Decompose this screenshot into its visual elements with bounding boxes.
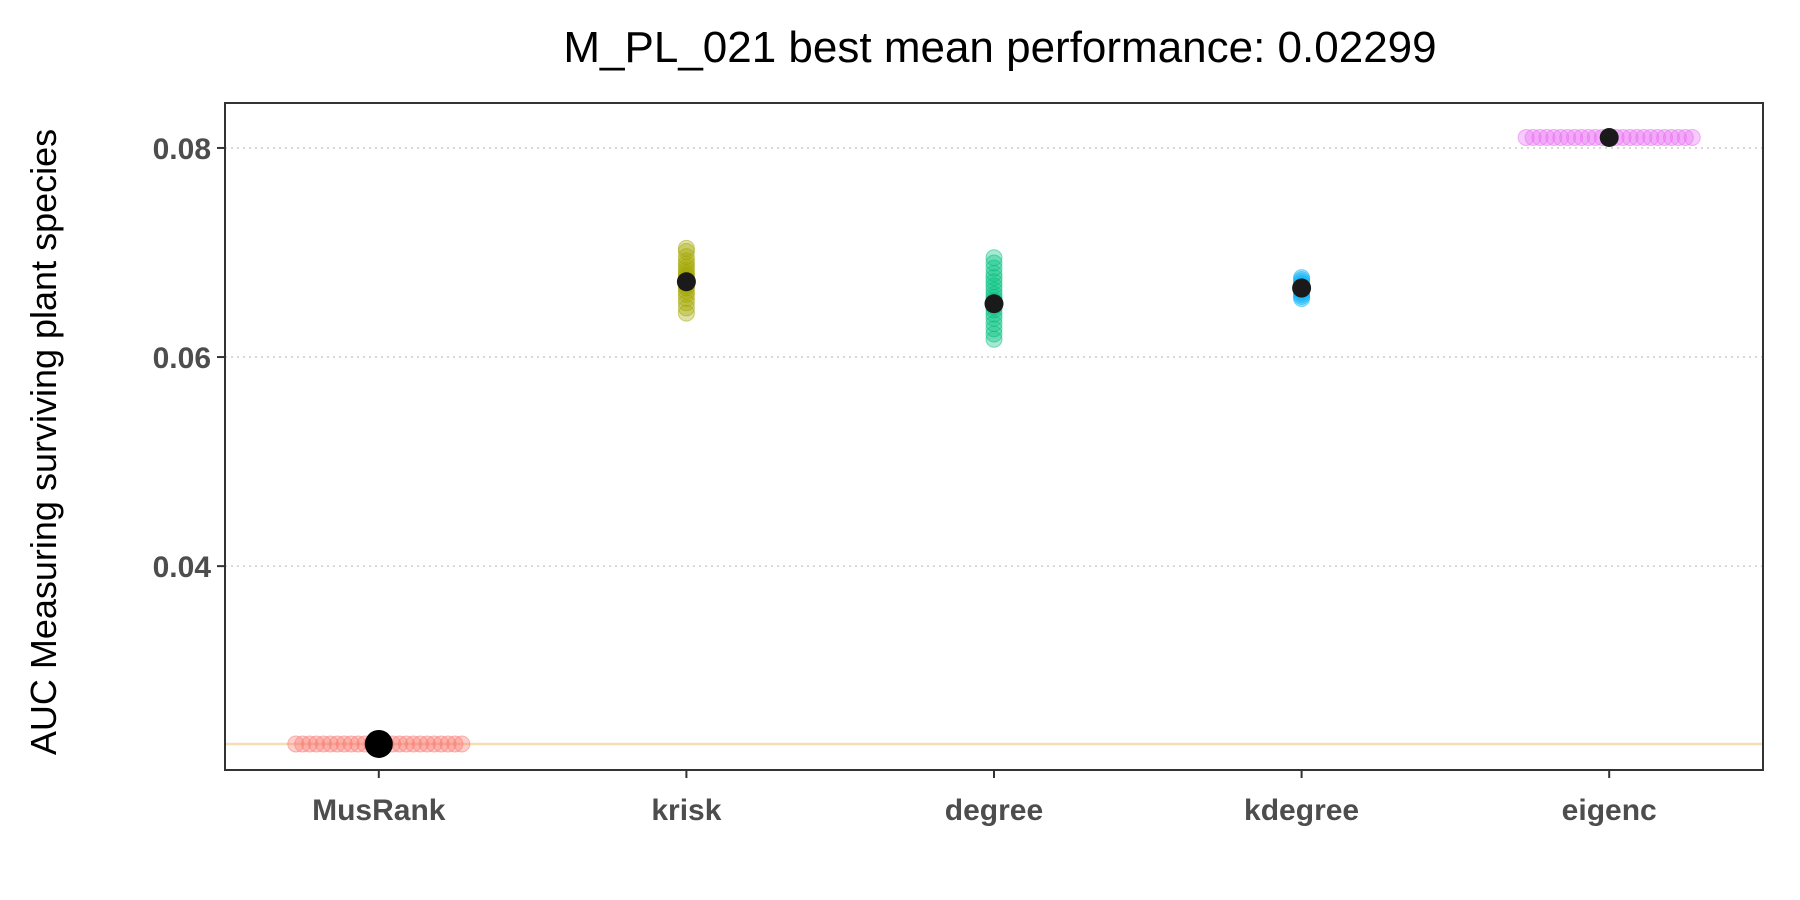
data-point — [1642, 129, 1660, 146]
data-point — [1621, 129, 1639, 146]
x-tick-label: degree — [945, 794, 1043, 827]
data-point — [985, 315, 1003, 333]
data-point — [446, 735, 464, 753]
data-point — [1669, 129, 1687, 146]
data-point — [411, 735, 429, 753]
plot-border — [224, 102, 1764, 771]
data-point — [1628, 129, 1646, 146]
y-axis: 0.04 0.06 0.08 — [153, 133, 225, 584]
data-point — [1676, 129, 1694, 146]
points-layer — [287, 129, 1701, 753]
means-layer — [364, 128, 1619, 758]
data-point — [321, 735, 339, 753]
data-point — [985, 249, 1003, 267]
data-point — [1517, 129, 1535, 146]
data-point — [404, 735, 422, 753]
data-point — [425, 735, 443, 753]
x-tick-label: MusRank — [312, 794, 446, 827]
mean-point — [984, 294, 1004, 314]
y-tick-label: 0.08 — [153, 133, 211, 166]
x-tick-label: krisk — [651, 794, 721, 827]
chart-title: M_PL_021 best mean performance: 0.02299 — [563, 23, 1436, 72]
data-point — [397, 735, 415, 753]
y-axis-label: AUC Measuring surviving plant species — [23, 129, 64, 755]
x-tick-label: eigenc — [1562, 794, 1657, 827]
data-point — [308, 735, 326, 753]
data-point — [453, 735, 471, 753]
data-point — [301, 735, 319, 753]
y-tick-label: 0.04 — [153, 551, 212, 584]
x-tick-label: kdegree — [1244, 794, 1359, 827]
data-point — [439, 735, 457, 753]
x-axis: MusRank krisk degree kdegree eigenc — [312, 770, 1657, 827]
data-point — [1573, 129, 1591, 146]
data-point — [294, 735, 312, 753]
data-point — [1531, 129, 1549, 146]
data-point — [1566, 129, 1584, 146]
data-point — [328, 735, 346, 753]
data-point — [1683, 129, 1701, 146]
data-point — [1538, 129, 1556, 146]
data-point — [1579, 129, 1597, 146]
mean-point — [364, 729, 393, 758]
data-point — [1656, 129, 1674, 146]
data-point — [287, 735, 305, 753]
data-point — [342, 735, 360, 753]
mean-point — [1599, 128, 1619, 147]
data-point — [314, 735, 332, 753]
data-point — [677, 299, 695, 317]
data-point — [1545, 129, 1563, 146]
y-tick-label: 0.06 — [153, 342, 211, 375]
data-point — [432, 735, 450, 753]
data-point — [677, 252, 695, 270]
mean-point — [676, 272, 696, 292]
data-point — [335, 735, 353, 753]
data-point — [1662, 129, 1680, 146]
data-point — [1524, 129, 1542, 146]
grid-layer — [225, 147, 1763, 567]
data-point — [1552, 129, 1570, 146]
data-point — [1649, 129, 1667, 146]
mean-point — [1292, 278, 1312, 298]
data-point — [677, 239, 695, 257]
data-point — [985, 269, 1003, 287]
data-point — [1559, 129, 1577, 146]
data-point — [1635, 129, 1653, 146]
data-point — [985, 254, 1003, 272]
data-point — [418, 735, 436, 753]
